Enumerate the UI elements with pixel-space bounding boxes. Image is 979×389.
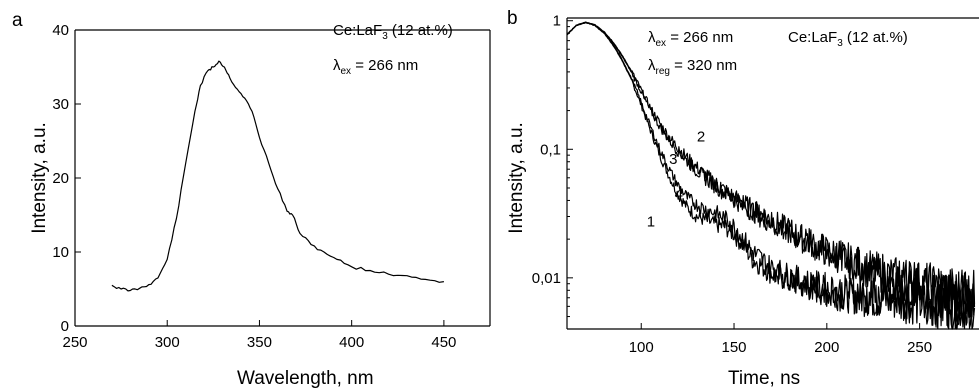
panel-a-letter: a bbox=[12, 10, 23, 31]
panel-b-curve-label-2: 2 bbox=[697, 128, 705, 145]
panel-b-x-tick-label: 150 bbox=[722, 339, 747, 356]
panel-b-ticks: 100 150 200 250 0,01 0,1 1 bbox=[532, 13, 932, 356]
panel-b-decay-curves bbox=[566, 21, 976, 330]
panel-a: a 250 300 350 400 450 0 10 20 30 40 Wavelength, n… bbox=[12, 10, 491, 389]
panel-b-letter: b bbox=[507, 8, 518, 29]
panel-b-sample-label: Ce:LaF3 (12 at.%) bbox=[788, 29, 908, 49]
panel-b-curve-label-3: 3 bbox=[669, 151, 677, 168]
panel-a-x-tick-label: 250 bbox=[62, 334, 87, 351]
panel-a-ticks: 250 300 350 400 450 0 10 20 30 40 bbox=[52, 22, 456, 351]
panel-a-x-tick-label: 300 bbox=[155, 334, 180, 351]
panel-b-x-tick-label: 200 bbox=[814, 339, 839, 356]
panel-a-y-tick-label: 20 bbox=[52, 170, 69, 187]
panel-b-curve-label-4: 4 bbox=[675, 186, 683, 203]
panel-a-x-tick-label: 350 bbox=[247, 334, 272, 351]
panel-b-y-axis-title: Intensity, a.u. bbox=[506, 122, 527, 234]
panel-b-x-tick-label: 250 bbox=[907, 339, 932, 356]
panel-a-y-axis-title: Intensity, a.u. bbox=[29, 122, 50, 234]
panel-b-excitation-label: λex = 266 nm bbox=[648, 29, 733, 49]
panel-b-registration-label: λreg = 320 nm bbox=[648, 57, 737, 77]
panel-b-y-tick-label: 1 bbox=[553, 13, 561, 30]
panel-a-x-axis-title: Wavelength, nm bbox=[237, 368, 374, 389]
panel-b-decay-curve-4 bbox=[566, 21, 975, 330]
panel-b-x-tick-label: 100 bbox=[629, 339, 654, 356]
panel-b-curve-label-1: 1 bbox=[647, 214, 655, 231]
panel-a-x-tick-label: 450 bbox=[431, 334, 456, 351]
panel-b: b 100 150 200 250 0,01 0,1 1 Time, ns Intensit… bbox=[506, 8, 979, 389]
panel-a-y-tick-label: 40 bbox=[52, 22, 69, 39]
panel-a-x-tick-label: 400 bbox=[339, 334, 364, 351]
panel-a-sample-label: Ce:LaF3 (12 at.%) bbox=[333, 22, 453, 42]
panel-a-excitation-label: λex = 266 nm bbox=[333, 57, 418, 77]
panel-a-emission-curve bbox=[111, 60, 444, 292]
panel-b-x-axis-title: Time, ns bbox=[728, 368, 800, 389]
panel-a-y-tick-label: 30 bbox=[52, 96, 69, 113]
panel-b-y-tick-label: 0,1 bbox=[540, 141, 561, 158]
panel-b-curve-labels: 2 3 4 1 bbox=[647, 128, 705, 230]
panel-a-y-tick-label: 10 bbox=[52, 244, 69, 261]
panel-b-decay-curve-3 bbox=[566, 21, 976, 318]
panel-b-y-tick-label: 0,01 bbox=[532, 270, 561, 287]
panel-a-y-tick-label: 0 bbox=[61, 318, 69, 335]
